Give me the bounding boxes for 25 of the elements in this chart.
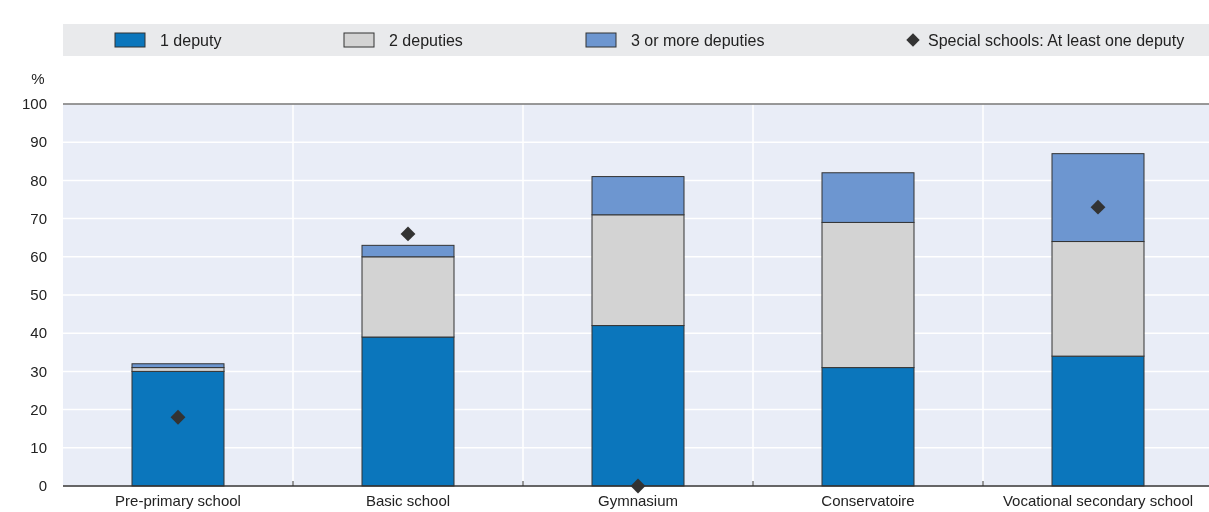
y-tick-label: 100 bbox=[21, 95, 47, 113]
y-tick-label: 10 bbox=[30, 439, 47, 457]
x-tick-label: Gymnasium bbox=[597, 492, 679, 509]
y-tick-label: 60 bbox=[30, 248, 47, 266]
y-tick-label: 70 bbox=[30, 209, 47, 227]
x-tick-label: Conservatoire bbox=[821, 492, 915, 509]
point bbox=[170, 409, 186, 425]
legend-label: 2 deputies bbox=[389, 31, 463, 49]
legend-label: 1 deputy bbox=[160, 31, 222, 49]
x-tick-label: Vocational secondary school bbox=[1002, 492, 1194, 509]
y-tick-label: 40 bbox=[30, 324, 47, 342]
legend-label: Special schools: At least one deputy bbox=[928, 31, 1185, 49]
x-tick-label: Pre-primary school bbox=[115, 492, 241, 509]
y-tick-label: 90 bbox=[30, 133, 47, 151]
y-tick-label: 80 bbox=[30, 171, 47, 189]
y-tick-label: 30 bbox=[30, 362, 47, 380]
y-tick-label: 0 bbox=[38, 477, 47, 495]
y-tick-label: 20 bbox=[30, 400, 47, 418]
y-tick-label: 50 bbox=[30, 286, 47, 304]
point bbox=[1090, 199, 1106, 215]
point bbox=[400, 226, 416, 242]
x-tick-label: Basic school bbox=[365, 492, 451, 509]
legend-label: 3 or more deputies bbox=[631, 31, 765, 49]
bar bbox=[131, 363, 225, 369]
y-axis-title: % bbox=[31, 70, 45, 87]
